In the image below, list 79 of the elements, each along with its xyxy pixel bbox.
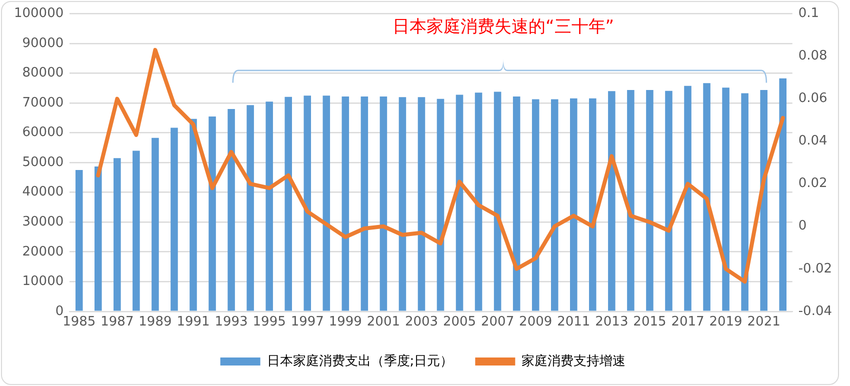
y2-tick-label: 0.1 (798, 6, 820, 22)
bar (246, 105, 254, 311)
y2-tick-label: 0.02 (798, 176, 828, 192)
y-tick-label: 80000 (22, 66, 64, 81)
bar (474, 92, 482, 311)
bar (284, 96, 292, 311)
x-tick-label: 1997 (290, 314, 324, 330)
y-tick-label: 90000 (22, 36, 64, 51)
y-tick-label: 60000 (22, 125, 64, 140)
bar (512, 96, 520, 311)
x-tick-label: 1989 (138, 314, 172, 330)
bar (703, 83, 710, 311)
y2-tick-label: 0.04 (798, 134, 828, 149)
bar (741, 93, 748, 311)
y-tick-label: 50000 (22, 154, 64, 170)
x-tick-label: 2007 (481, 314, 514, 330)
x-tick-label: 2003 (404, 314, 438, 330)
bar (570, 98, 578, 311)
bar (418, 97, 426, 311)
x-tick-label: 2015 (633, 314, 666, 330)
bar (722, 88, 730, 311)
legend-label: 日本家庭消费支出（季度;日元） (266, 352, 454, 369)
bar (665, 90, 672, 311)
bar (114, 158, 121, 311)
legend-label: 家庭消费支持增速 (522, 352, 626, 369)
bar (342, 96, 350, 311)
bar (170, 128, 178, 311)
bar (266, 102, 273, 311)
x-tick-label: 1991 (176, 314, 210, 330)
bar (589, 98, 596, 311)
bar (646, 90, 654, 311)
bar (228, 109, 235, 311)
bar (76, 170, 83, 311)
bar (322, 96, 330, 311)
y-tick-label: 0 (55, 304, 64, 319)
bar (494, 92, 502, 311)
x-tick-label: 1995 (252, 314, 286, 330)
y-tick-label: 40000 (22, 184, 64, 200)
x-tick-label: 1985 (62, 314, 96, 330)
bar (208, 116, 216, 311)
x-tick-label: 2021 (747, 314, 780, 330)
x-tick-label: 2005 (442, 314, 476, 330)
bar (550, 99, 558, 311)
bar (608, 91, 616, 311)
y2-tick-label: 0.06 (798, 91, 828, 106)
y-tick-label: 10000 (22, 274, 64, 290)
bar (398, 97, 406, 311)
y2-tick-label: -0.02 (798, 261, 832, 276)
y-tick-label: 100000 (14, 6, 64, 22)
bar (190, 118, 197, 311)
bar (152, 138, 159, 311)
bar (779, 78, 786, 311)
bar (360, 96, 368, 311)
x-tick-label: 2013 (595, 314, 628, 330)
bar (132, 150, 140, 311)
x-tick-label: 1987 (100, 314, 134, 330)
y2-tick-label: 0.08 (798, 48, 828, 64)
bar (456, 94, 464, 311)
x-tick-label: 2009 (519, 314, 552, 330)
annotation: 日本家庭消费失速的“三十年” (392, 17, 614, 38)
y-tick-label: 70000 (22, 95, 64, 110)
x-tick-label: 2001 (366, 314, 400, 330)
x-tick-label: 2017 (671, 314, 704, 330)
bar (532, 99, 540, 311)
y2-tick-label: -0.04 (798, 304, 832, 319)
bar (380, 96, 388, 311)
bar (760, 90, 768, 311)
y2-tick-label: 0 (798, 218, 807, 234)
x-tick-label: 1999 (328, 314, 362, 330)
bar (304, 96, 312, 311)
bar (684, 86, 692, 311)
bar (436, 98, 444, 311)
bar (627, 90, 634, 311)
x-tick-label: 1993 (214, 314, 248, 330)
y-tick-label: 20000 (22, 244, 64, 260)
bar (94, 166, 102, 311)
y-tick-label: 30000 (22, 214, 64, 230)
x-tick-label: 2011 (557, 314, 590, 330)
x-tick-label: 2019 (709, 314, 742, 330)
